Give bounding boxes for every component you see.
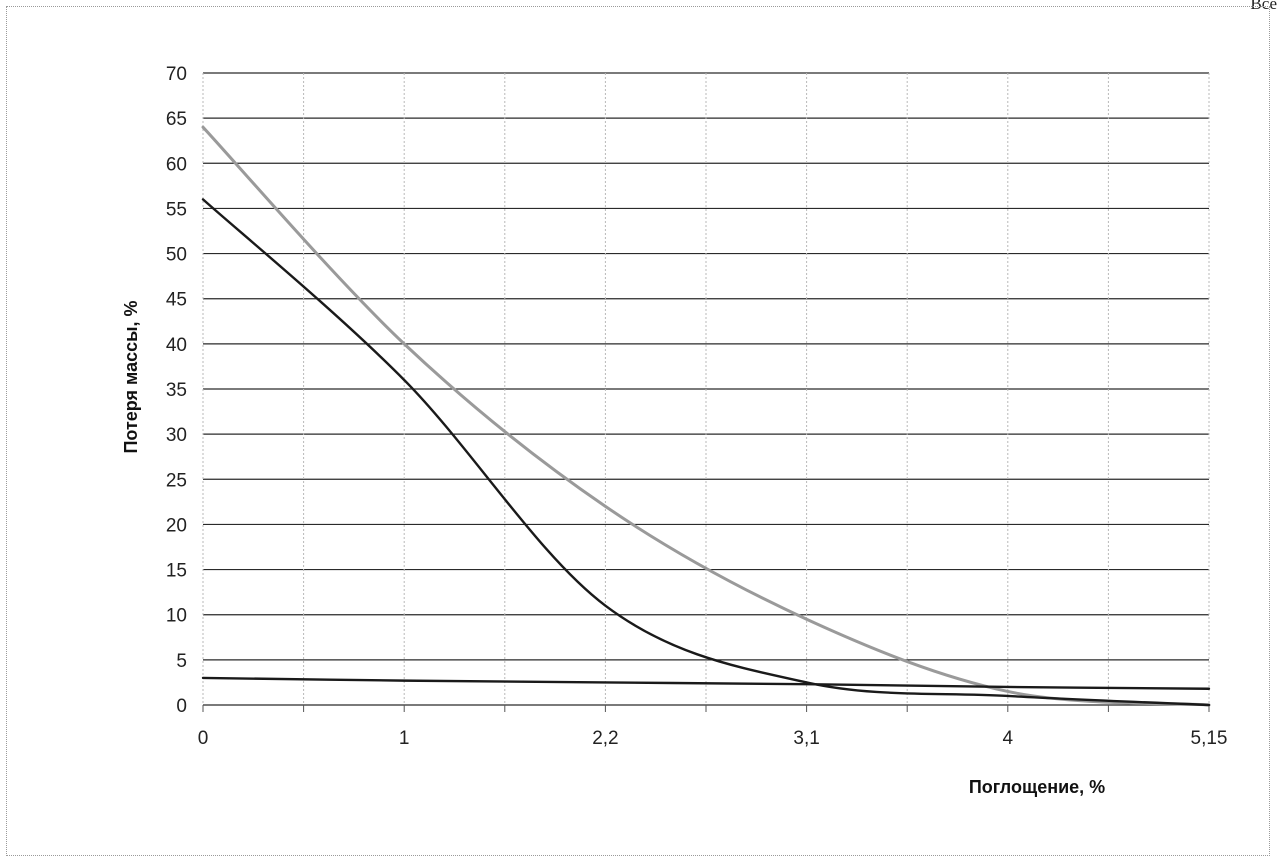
x-tick-label: 5,15 [1191,728,1228,749]
y-tick-label: 0 [176,696,187,717]
data-point [202,126,204,128]
y-tick-label: 25 [166,470,187,491]
line-chart: 0 5 10 15 20 25 30 35 40 45 50 55 60 65 70 0 1 2,2 3,1 4 5,… [121,64,1228,797]
y-tick-label: 70 [166,64,187,85]
series-line-2 [201,198,1211,707]
grid-lines [202,72,1210,712]
y-tick-label: 45 [166,290,187,311]
data-point [604,505,607,508]
y-tick-labels: 0 5 10 15 20 25 30 35 40 45 50 55 60 65 70 [166,64,187,717]
y-tick-label: 10 [166,606,187,627]
data-point [604,604,607,607]
data-point [1007,690,1009,693]
y-tick-label: 15 [166,561,187,582]
data-point [403,679,406,682]
data-point [805,618,808,621]
y-tick-label: 50 [166,245,187,266]
chart-frame: 0 5 10 15 20 25 30 35 40 45 50 55 60 65 70 0 1 2,2 3,1 4 5,… [6,6,1270,856]
y-axis-title: Потеря массы, % [121,300,141,453]
x-tick-labels: 0 1 2,2 3,1 4 5,15 [198,728,1228,749]
series-line-1 [201,125,1211,707]
y-tick-label: 60 [166,154,187,175]
x-tick-label: 3,1 [793,728,819,749]
x-tick-label: 1 [399,728,410,749]
x-tick-label: 2,2 [592,728,618,749]
x-tick-label: 0 [198,728,209,749]
y-tick-label: 5 [176,651,187,672]
data-point [805,681,808,684]
data-point [1208,687,1210,690]
series-layer [201,125,1211,707]
y-tick-label: 55 [166,199,187,220]
y-tick-label: 30 [166,425,187,446]
series-line-3 [201,676,1211,690]
y-tick-label: 35 [166,380,187,401]
x-axis-title: Поглощение, % [969,777,1105,797]
data-point [1208,704,1210,706]
x-tick-label: 4 [1003,728,1014,749]
data-point [202,677,204,679]
y-tick-label: 20 [166,515,187,536]
data-point [805,683,808,686]
data-point [1007,695,1009,697]
data-point [403,343,406,345]
data-point [1007,686,1009,688]
y-tick-label: 40 [166,335,187,356]
y-tick-label: 65 [166,109,187,130]
data-point [202,198,204,201]
data-point [604,681,607,684]
data-point [403,379,406,381]
